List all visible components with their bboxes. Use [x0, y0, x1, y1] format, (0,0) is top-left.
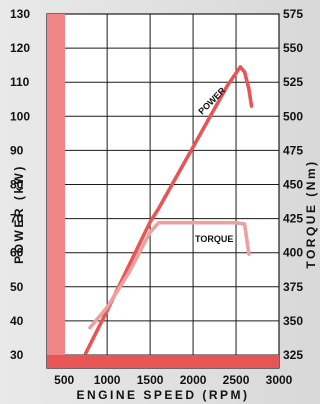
y-right-tick-label: 550	[283, 41, 303, 55]
y-left-tick-label: 100	[10, 109, 30, 123]
x-tick-label: 2000	[180, 373, 207, 387]
y-left-tick-label: 40	[10, 314, 24, 328]
y-right-tick-label: 400	[283, 246, 303, 260]
power-line	[83, 65, 254, 356]
y-right-tick-label: 500	[283, 109, 303, 123]
y-left-tick-label: 50	[10, 280, 24, 294]
x-tick-label: 2500	[223, 373, 250, 387]
x-tick-label: 1000	[94, 373, 121, 387]
y-left-tick-label: 80	[10, 178, 24, 192]
y-left-tick-label: 110	[10, 75, 30, 89]
y-left-tick-label: 130	[10, 7, 30, 21]
y-right-tick-label: 350	[283, 314, 303, 328]
plot-area	[47, 14, 279, 368]
y-right-tick-label: 425	[283, 212, 303, 226]
x-axis-title: ENGINE SPEED (RPM)	[76, 388, 249, 402]
bottom-axis-band	[47, 355, 279, 368]
left-axis-band	[47, 14, 65, 368]
tick-labels: 30 40 50 60 70 80 90 100 110 120 130 325 350 375 400 42…	[10, 7, 303, 387]
series-lines	[83, 65, 254, 356]
y-axis-left-title: POWER (kW)	[12, 164, 26, 264]
y-right-tick-label: 525	[283, 75, 303, 89]
x-tick-label: 1500	[137, 373, 164, 387]
y-right-tick-label: 325	[283, 348, 303, 362]
y-left-tick-label: 60	[10, 246, 24, 260]
torque-line	[88, 220, 251, 330]
y-axis-right-title: TORQUE (Nm)	[304, 159, 318, 268]
y-right-tick-label: 450	[283, 178, 303, 192]
y-left-tick-label: 70	[10, 212, 24, 226]
y-right-tick-label: 475	[283, 143, 303, 157]
y-left-tick-label: 90	[10, 143, 24, 157]
y-left-tick-label: 120	[10, 41, 30, 55]
torque-series-label: TORQUE	[195, 234, 233, 244]
x-tick-label: 3000	[266, 373, 293, 387]
y-left-tick-label: 30	[10, 348, 24, 362]
y-right-tick-label: 575	[283, 7, 303, 21]
y-right-tick-label: 375	[283, 280, 303, 294]
x-tick-label: 500	[54, 373, 74, 387]
